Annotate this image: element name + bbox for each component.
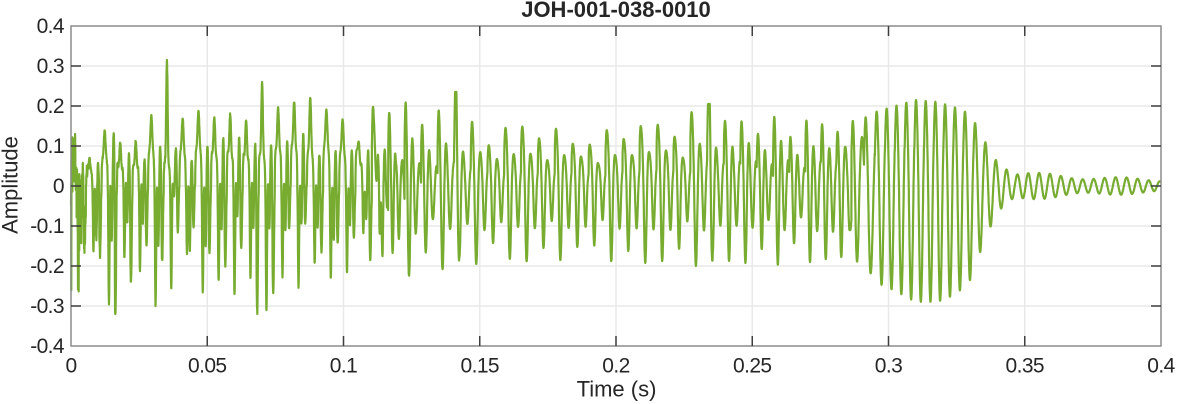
svg-text:0.05: 0.05 xyxy=(188,355,226,378)
svg-text:0.3: 0.3 xyxy=(875,355,902,378)
svg-text:0.4: 0.4 xyxy=(37,15,65,38)
svg-text:0: 0 xyxy=(53,175,64,198)
svg-text:0: 0 xyxy=(65,355,76,378)
svg-text:Amplitude: Amplitude xyxy=(0,136,23,234)
svg-text:-0.3: -0.3 xyxy=(30,295,64,318)
svg-text:0.3: 0.3 xyxy=(37,55,64,78)
svg-text:0.1: 0.1 xyxy=(37,135,64,158)
svg-text:0.2: 0.2 xyxy=(37,95,64,118)
svg-text:JOH-001-038-0010: JOH-001-038-0010 xyxy=(521,0,711,22)
svg-text:0.25: 0.25 xyxy=(733,355,771,378)
svg-text:0.2: 0.2 xyxy=(602,355,629,378)
svg-text:-0.1: -0.1 xyxy=(30,215,64,238)
svg-text:-0.4: -0.4 xyxy=(30,335,65,358)
svg-text:0.15: 0.15 xyxy=(461,355,499,378)
svg-text:0.4: 0.4 xyxy=(1147,355,1175,378)
svg-text:-0.2: -0.2 xyxy=(30,255,64,278)
svg-text:0.35: 0.35 xyxy=(1006,355,1044,378)
svg-text:Time (s): Time (s) xyxy=(577,377,657,402)
svg-text:0.1: 0.1 xyxy=(330,355,357,378)
